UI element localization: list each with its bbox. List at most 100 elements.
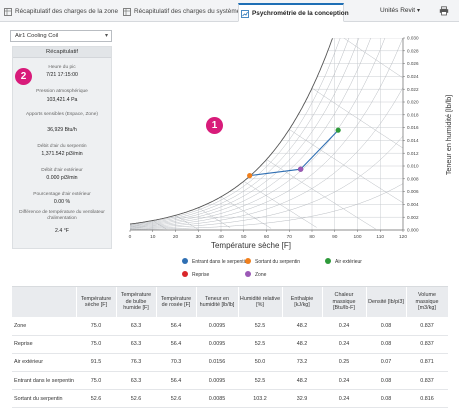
table-cell: 0.0156 [196,353,238,373]
table-cell: 0.24 [322,335,366,354]
relative-humidity-curve [130,38,386,228]
chart-icon [241,10,249,18]
wet-bulb-line [198,207,231,228]
column-header: Humidité relative [%] [238,287,283,317]
table-cell: 0.08 [366,317,406,336]
chart-data [247,127,341,179]
y-tick-label: 0.020 [407,100,419,105]
relative-humidity-curve [130,38,403,228]
tab-bar: Récapitulatif des charges de la zone Réc… [0,0,459,22]
table-cell: 0.816 [406,389,448,409]
wet-bulb-line [152,220,167,230]
data-point-sortant-du-serpentin [247,173,253,179]
summary-value-sensible-gains: 36,929 Btu/h [47,127,77,133]
summary-value-outdoor-airflow: 0.000 pi3/min [46,175,78,181]
table-cell: 0.837 [406,371,448,391]
chevron-down-icon: ▾ [417,8,421,14]
table-cell: 0.25 [322,353,366,373]
table-cell: Air extérieur [12,353,76,373]
print-icon[interactable] [439,6,449,16]
y-tick-label: 0.010 [407,164,419,169]
coil-selector-value: Air1 Cooling Coil [15,33,59,39]
summary-value-coil-airflow: 1,371.542 pi3/min [41,151,83,157]
legend-dot [245,271,251,277]
table-cell: 48.2 [282,335,322,354]
column-header: Température de rosée [F] [156,287,197,317]
x-tick-label: 110 [376,234,384,240]
legend-label: Reprise [192,272,210,278]
y-tick-label: 0.030 [407,36,419,41]
data-table: Température sèche [F] Température de bul… [12,287,449,409]
coil-selector[interactable]: Air1 Cooling Coil ▾ [10,30,112,42]
column-header: Enthalpie [kJ/kg] [282,287,323,317]
summary-value-pressure: 103,421.4 Pa [46,97,78,103]
table-cell: 73.2 [282,353,322,373]
column-header: Teneur en humidité [lb/lb] [196,287,239,317]
x-axis-label: Température sèche [F] [211,241,291,250]
wet-bulb-line [311,87,403,149]
table-cell: 63.3 [116,371,156,391]
x-tick-label: 120 [399,234,407,240]
wet-bulb-line [220,196,272,229]
legend-label: Zone [255,272,267,278]
legend-label: Air extérieur [335,259,362,265]
table-cell: 0.24 [322,371,366,391]
y-tick-label: 0.006 [407,189,419,194]
summary-label-pressure: Pression atmosphérique [36,89,88,94]
table-cell: 0.871 [406,353,448,373]
x-tick-label: 30 [196,234,202,240]
tab-zone-loads[interactable]: Récapitulatif des charges de la zone [2,3,119,22]
y-tick-label: 0.002 [407,215,419,220]
legend-item-return: Reprise [182,271,209,280]
table-cell: 63.3 [116,317,156,336]
table-cell: 0.837 [406,335,448,354]
data-point-zone [298,166,304,172]
table-cell: 63.3 [116,335,156,354]
summary-label-outdoor-percent: Pourcentage d'air extérieur [33,192,91,197]
table-cell: 0.24 [322,389,366,409]
table-cell: 75.0 [76,317,116,336]
table-cell: 56.4 [156,371,196,391]
legend-dot [182,271,188,277]
wet-bulb-line [289,129,403,204]
legend-label: Entrant dans le serpentin [192,259,248,265]
summary-label-peak-time: Heure du pic [48,65,76,70]
table-row: Zone 75.0 63.3 56.4 0.0095 52.5 48.2 0.2… [12,317,448,336]
table-cell: 56.4 [156,335,196,354]
units-dropdown[interactable]: Unités Revit ▾ [380,3,420,19]
table-row: Entrant dans le serpentin 75.0 63.3 56.4… [12,371,448,391]
table-cell: 75.0 [76,371,116,391]
table-cell: Reprise [12,335,76,354]
relative-humidity-curve [130,38,341,225]
table-cell: 0.08 [366,371,406,391]
table-cell: 56.4 [156,317,196,336]
summary-label-coil-airflow: Débit d'air du serpentin [37,144,87,149]
table-cell: 48.2 [282,317,322,336]
tab-system-loads[interactable]: Récapitulatif des charges du système [121,3,240,22]
x-tick-label: 80 [309,234,315,240]
x-tick-label: 50 [241,234,247,240]
table-cell: 75.0 [76,335,116,354]
table-cell: 48.2 [282,371,322,391]
sheet-icon [123,8,131,16]
relative-humidity-curve [130,183,403,230]
table-row: Sortant du serpentin 52.6 52.6 52.6 0.00… [12,389,448,409]
table-cell: 50.0 [238,353,282,373]
table-cell: Entrant dans le serpentin [12,371,76,391]
psychrometric-table: Température sèche [F] Température de bul… [12,286,449,410]
y-tick-label: 0.000 [407,228,419,233]
legend-dot [245,258,251,264]
relative-humidity-curve [130,38,360,227]
table-cell: 32.9 [282,389,322,409]
summary-value-fan-delta: 2.4 °F [55,228,69,234]
summary-label-sensible-gains: Apports sensibles (Espace, Zone) [26,112,98,117]
units-label: Unités Revit [380,7,416,14]
column-header: Température sèche [F] [76,287,117,317]
y-tick-label: 0.018 [407,112,419,117]
y-tick-label: 0.004 [407,202,419,207]
tab-design-psychrometry[interactable]: Psychrométrie de la conception [238,3,349,22]
tab-label: Psychrométrie de la conception [252,10,349,17]
table-row: Reprise 75.0 63.3 56.4 0.0095 52.5 48.2 … [12,335,448,354]
